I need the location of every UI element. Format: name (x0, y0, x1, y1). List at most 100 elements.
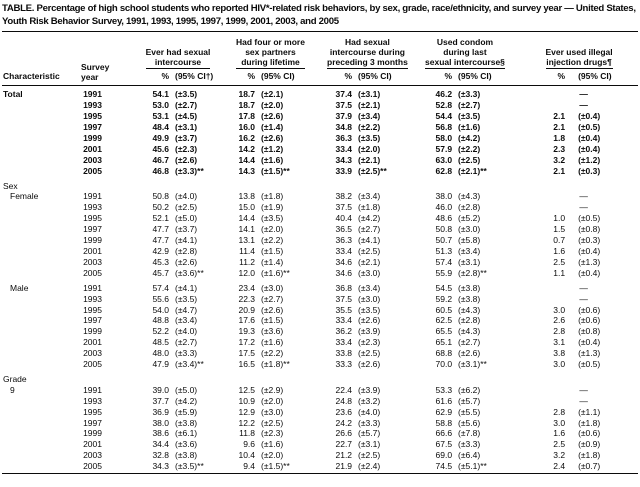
ci-cell: (±2.6) (175, 256, 198, 267)
table-header: Characteristic Survey year Ever had sexua… (2, 32, 639, 87)
ci-cell: (±3.3) (358, 417, 381, 428)
table-row: 1995 54.0 (±4.7) 20.9 (±2.6) 35.5 (±3.5) 60.5 (±… (2, 305, 638, 316)
pct-cell: 13.1 (238, 235, 256, 246)
pct-cell: 10.4 (238, 450, 256, 461)
table-row: 2003 48.0 (±3.3) 17.5 (±2.2) 33.8 (±2.5) 68.8 (±… (2, 348, 638, 359)
ci-header: (95% CI) (565, 69, 639, 87)
section-label-row: Grade (2, 370, 638, 385)
characteristic-cell (2, 348, 80, 359)
pct-cell: 24.8 (335, 395, 353, 406)
pct-cell: 53.1 (152, 111, 169, 122)
ci-cell: (±3.2) (358, 395, 381, 406)
ci-cell: (±2.8)** (458, 267, 487, 278)
characteristic-cell (2, 450, 80, 461)
pct-cell: 57.4 (152, 282, 169, 293)
ci-cell: (±4.1) (175, 282, 198, 293)
ci-cell: (±5.5) (458, 406, 481, 417)
characteristic-cell (2, 439, 80, 450)
ci-cell: (±1.6) (261, 337, 284, 348)
pct-cell: 2.5 (553, 256, 566, 267)
ci-cell: (±6.1) (175, 428, 198, 439)
ci-cell: (±1.9) (261, 202, 284, 213)
pct-cell: 62.5 (435, 315, 453, 326)
characteristic-cell (2, 428, 80, 439)
pct-cell: 54.4 (435, 111, 453, 122)
ci-cell: (±6.4) (458, 450, 481, 461)
ci-cell: (±5.7) (358, 428, 381, 439)
table-body: Total 1991 54.1 (±3.5) 18.7 (±2.1) 37.4 (±3.1) 4… (2, 86, 638, 472)
characteristic-cell (2, 224, 80, 235)
ci-cell: (±3.7) (175, 224, 198, 235)
year-cell: 2003 (83, 348, 102, 359)
pct-cell: 63.0 (435, 154, 453, 165)
no-data-cell: — (579, 89, 588, 100)
pct-cell: 2.4 (553, 461, 566, 472)
table-row: 2005 47.9 (±3.4)** 16.5 (±1.8)** 33.3 (±2.6) 70… (2, 359, 638, 370)
group-header-injection-drugs: Ever used illegal injection drugs¶ (499, 32, 638, 70)
characteristic-cell (2, 202, 80, 213)
ci-cell: (±2.5) (458, 154, 481, 165)
pct-cell: 36.9 (152, 406, 169, 417)
ci-cell: (±0.5) (578, 213, 601, 224)
ci-cell: (±4.3) (458, 326, 481, 337)
ci-cell: (±3.5) (458, 111, 481, 122)
pct-cell: 17.6 (238, 315, 256, 326)
pct-cell: 2.8 (553, 406, 566, 417)
ci-cell: (±2.6) (358, 359, 381, 370)
table-row: 1995 36.9 (±5.9) 12.9 (±3.0) 23.6 (±4.0) 62.9 (±… (2, 407, 638, 418)
ci-header: (95% CI) (452, 69, 500, 87)
pct-cell: 2.8 (553, 326, 566, 337)
pct-cell: 34.3 (152, 461, 169, 472)
ci-cell: (±3.8) (175, 450, 198, 461)
survey-year-line2: year (81, 71, 99, 82)
ci-cell: (±3.4) (358, 191, 381, 202)
ci-cell: (±3.5) (261, 213, 284, 224)
ci-cell: (±5.9) (175, 406, 198, 417)
pct-cell: 68.8 (435, 348, 453, 359)
ci-cell: (±3.4) (458, 245, 481, 256)
pct-cell: 33.4 (335, 245, 353, 256)
pct-cell: 57.9 (435, 143, 453, 154)
table-title: TABLE. Percentage of high school student… (2, 3, 636, 27)
ci-cell: (±1.5)** (261, 461, 290, 472)
table-row: 1997 47.7 (±3.7) 14.1 (±2.0) 36.5 (±2.7) 50.8 (±… (2, 224, 638, 235)
ci-cell: (±3.8) (458, 293, 481, 304)
ci-cell: (±3.4) (358, 111, 381, 122)
pct-cell: 38.6 (152, 428, 169, 439)
ci-cell: (±3.4) (175, 315, 198, 326)
pct-cell: 50.8 (435, 224, 453, 235)
characteristic-cell: 9 (10, 384, 15, 395)
pct-cell: 17.5 (238, 348, 256, 359)
year-cell: 2001 (83, 245, 102, 256)
ci-cell: (±5.1)** (458, 461, 487, 472)
characteristic-cell (2, 257, 80, 268)
pct-cell: 36.5 (335, 224, 353, 235)
year-cell: 1991 (83, 282, 102, 293)
ci-cell: (±1.2) (578, 154, 601, 165)
ci-cell: (±3.1) (175, 122, 198, 133)
pct-header: % (302, 69, 353, 87)
pct-cell: 3.2 (553, 154, 566, 165)
pct-cell: 33.3 (335, 359, 353, 370)
pct-header: % (102, 69, 169, 87)
year-cell: 2005 (83, 267, 102, 278)
pct-cell: 50.2 (152, 202, 169, 213)
pct-cell: 21.2 (335, 450, 353, 461)
section-label-row: Sex (2, 177, 638, 192)
pct-cell: 55.9 (435, 267, 453, 278)
characteristic-cell (2, 418, 80, 429)
ci-cell: (±1.3) (578, 348, 601, 359)
ci-cell: (±2.7) (458, 100, 481, 111)
pct-cell: 66.6 (435, 428, 453, 439)
ci-cell: (±2.7) (175, 337, 198, 348)
table-row: 2003 46.7 (±2.6) 14.4 (±1.6) 34.3 (±2.1) 63.0 (±… (2, 155, 638, 166)
ci-cell: (±4.0) (175, 191, 198, 202)
pct-cell: 34.3 (335, 154, 353, 165)
table-row: 2001 34.4 (±3.6) 9.6 (±1.6) 22.7 (±3.1) 67.5 (±3… (2, 439, 638, 450)
characteristic-cell (2, 155, 80, 166)
characteristic-cell (2, 326, 80, 337)
characteristic-cell (2, 133, 80, 144)
pct-cell: 45.6 (152, 143, 169, 154)
table-row: 1997 48.4 (±3.1) 16.0 (±1.4) 34.8 (±2.2) 56.8 (±… (2, 122, 638, 133)
ci-cell: (±1.8)** (261, 359, 290, 370)
